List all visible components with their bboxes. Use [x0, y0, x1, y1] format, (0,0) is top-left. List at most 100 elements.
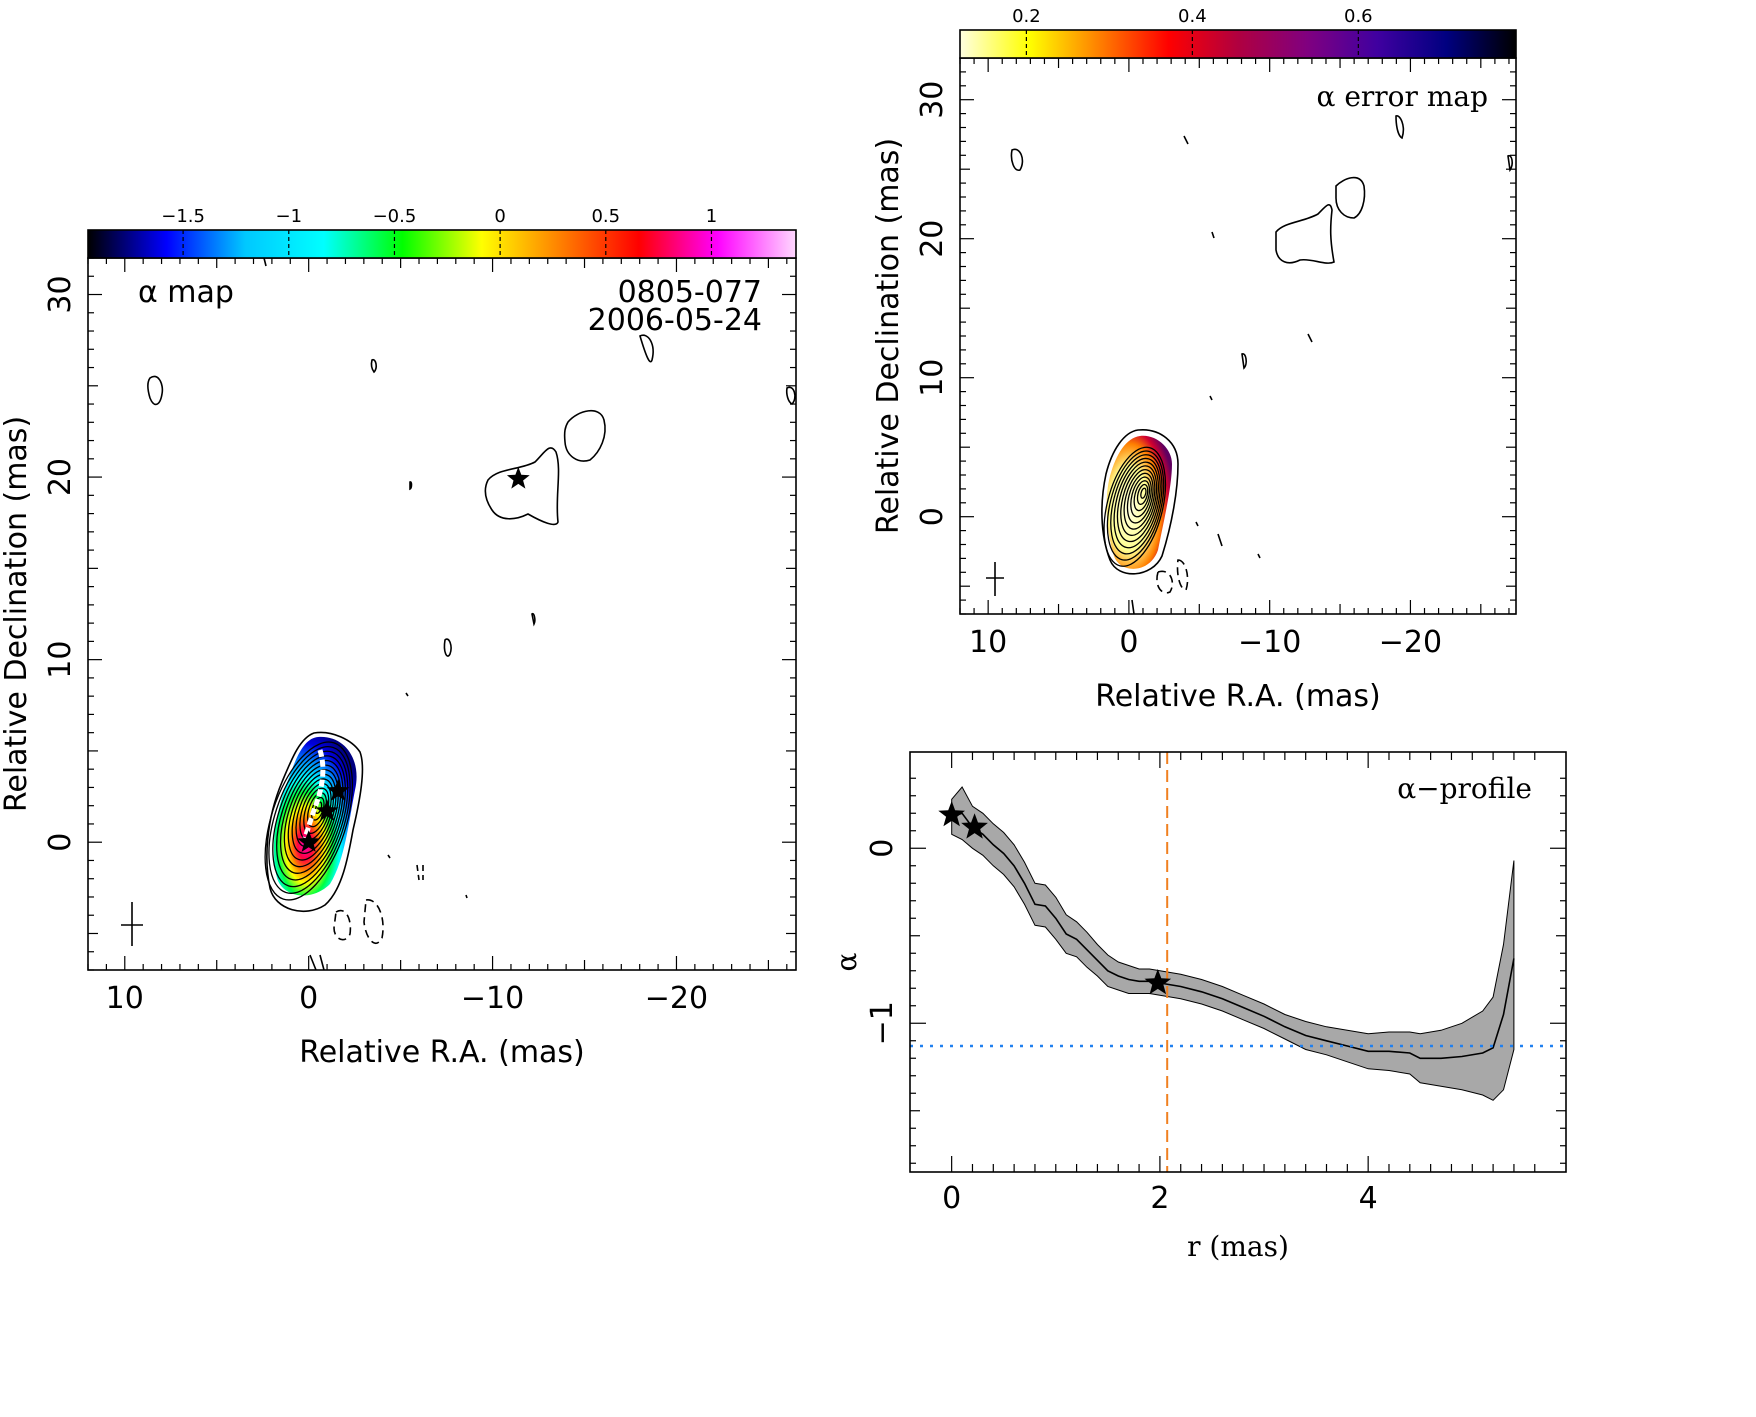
intensity-contour	[1126, 472, 1154, 524]
profile-reference-lines	[910, 752, 1566, 1172]
intensity-contour	[268, 745, 351, 894]
colorbar-tick-label: −1.5	[161, 206, 205, 227]
profile-xlabel: r (mas)	[1187, 1230, 1289, 1263]
intensity-contour	[1106, 450, 1165, 561]
profile-frame	[909, 751, 1567, 1173]
x-tick-label: −20	[645, 981, 708, 1016]
intensity-contour	[272, 750, 349, 888]
intensity-contour	[283, 764, 342, 868]
colorbar-tick-label: 0.5	[591, 206, 620, 227]
alpha-colorbar-ticks: −1.5 −1 −0.5 0 0.5 1	[161, 206, 717, 258]
intensity-contour	[1120, 465, 1158, 536]
y-tick-label: 30	[915, 81, 950, 119]
profile-star-marker	[1144, 969, 1172, 995]
profile-ylabel: α	[830, 952, 863, 971]
error-map-ticks: 10 0 −10 −20 0 10 20 30	[915, 57, 1516, 660]
alpha-map-knot-3	[639, 334, 654, 363]
x-tick-label: −20	[1379, 625, 1442, 660]
source-name: 0805-077	[618, 275, 762, 310]
alpha-map-stars	[297, 466, 530, 852]
colorbar-tick-label: 0	[494, 206, 505, 227]
error-map-knot-5	[1183, 135, 1313, 401]
error-map-knot-3	[1241, 353, 1247, 370]
alpha-map-knot-5	[370, 358, 377, 374]
alpha-map-ticks: 10 0 −10 −20 0 10 20 30	[43, 257, 796, 1016]
profile-star-marker	[961, 813, 988, 839]
profile-x-tick-label: 4	[1359, 1181, 1378, 1216]
profile-ticks: 0 2 4 0 −1	[865, 752, 1566, 1216]
alpha-map-negative-contour	[333, 899, 384, 944]
error-map-knot-2	[1395, 115, 1405, 140]
observation-date: 2006-05-24	[588, 303, 762, 338]
alpha-map-jet-contour	[484, 447, 560, 526]
alpha-map-label: α map	[138, 275, 234, 310]
alpha-profile-panel: 0 2 4 0 −1 α−profile r (mas) α	[830, 751, 1567, 1263]
alpha-map-negative-contour-2	[416, 864, 424, 881]
error-map-negative-contour	[1156, 559, 1189, 594]
star-marker	[297, 830, 321, 852]
x-tick-label: 10	[969, 625, 1007, 660]
error-map-plot-area	[960, 58, 1516, 614]
alpha-map-panel: 10 0 −10 −20 0 10 20 30 −1.5 −1 −0.5 0 0.5 1 α map 0…	[0, 206, 797, 1070]
x-tick-label: 0	[1119, 625, 1138, 660]
alpha-colorbar	[87, 229, 797, 259]
y-tick-label: 0	[915, 507, 950, 526]
x-tick-label: 0	[299, 981, 318, 1016]
intensity-contour	[1140, 487, 1147, 499]
error-map-xlabel: Relative R.A. (mas)	[1095, 679, 1381, 714]
intensity-contour	[1136, 483, 1149, 506]
intensity-contour	[1116, 461, 1159, 543]
error-map-knot-4	[1507, 154, 1513, 173]
intensity-contour	[279, 759, 344, 874]
alpha-map-jet-contour-2	[563, 410, 606, 462]
error-map-beam-cross	[986, 562, 1004, 596]
colorbar-tick-label: −0.5	[373, 206, 417, 227]
profile-y-tick-label: −1	[865, 1001, 900, 1045]
intensity-contour	[1113, 457, 1161, 549]
intensity-contour	[1133, 480, 1151, 512]
error-map-outer-contour	[1101, 429, 1179, 575]
profile-label: α−profile	[1397, 772, 1532, 805]
error-map-knot-1	[1010, 148, 1024, 171]
colorbar-tick-label: −1	[276, 206, 303, 227]
intensity-contour	[1103, 446, 1167, 567]
alpha-map-contours	[264, 741, 354, 901]
y-tick-label: 10	[43, 641, 78, 679]
error-colorbar-ticks: 0.2 0.4 0.6	[1012, 6, 1373, 58]
error-map-jet-contour	[1275, 203, 1335, 264]
alpha-map-xlabel: Relative R.A. (mas)	[299, 1035, 585, 1070]
error-map-panel: 10 0 −10 −20 0 10 20 30 0.2 0.4 0.6 α error map R…	[871, 6, 1517, 714]
alpha-map-noise-3	[263, 257, 267, 267]
alpha-map-knot-7	[531, 612, 536, 627]
alpha-map-ylabel: Relative Declination (mas)	[0, 416, 34, 812]
colorbar-tick-label: 0.4	[1178, 6, 1207, 27]
profile-stars	[938, 801, 1172, 995]
profile-error-band	[951, 786, 1515, 1101]
alpha-map-outer-contour	[266, 731, 364, 913]
alpha-map-noise-1	[387, 692, 468, 899]
star-marker	[506, 466, 530, 489]
profile-band-area	[951, 786, 1515, 1101]
intensity-contour	[1123, 468, 1156, 530]
profile-plot-area	[910, 752, 1566, 1172]
error-map-ylabel: Relative Declination (mas)	[871, 138, 906, 534]
profile-star-marker	[938, 801, 965, 827]
alpha-map-knot-1	[146, 375, 164, 406]
error-map-label: α error map	[1317, 80, 1488, 113]
alpha-map-noise-2	[309, 954, 325, 971]
error-colorbar	[959, 29, 1517, 59]
intensity-contour	[291, 773, 337, 854]
y-tick-label: 10	[915, 359, 950, 397]
y-tick-label: 20	[43, 458, 78, 496]
x-tick-label: −10	[1238, 625, 1301, 660]
x-tick-label: 10	[106, 981, 144, 1016]
error-map-contours	[1103, 446, 1167, 567]
intensity-contour	[276, 755, 346, 881]
alpha-map-beam-cross	[121, 902, 143, 946]
intensity-contour	[287, 769, 339, 861]
profile-x-tick-label: 0	[942, 1181, 961, 1216]
y-tick-label: 20	[915, 220, 950, 258]
intensity-contour	[1130, 476, 1152, 518]
x-tick-label: −10	[461, 981, 524, 1016]
